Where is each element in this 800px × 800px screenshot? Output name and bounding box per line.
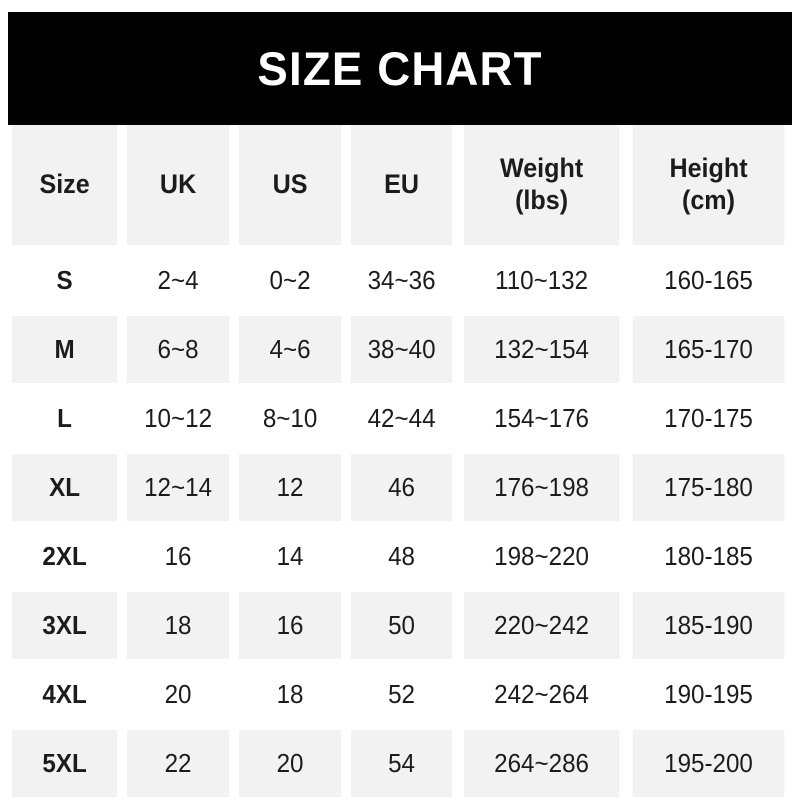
cell-eu: 46	[350, 454, 455, 523]
column-header-height: Height (cm)	[632, 125, 785, 247]
cell-eu: 48	[350, 523, 455, 592]
cell-us: 14	[238, 523, 344, 592]
cell-height: 190-195	[632, 661, 785, 730]
size-chart-table: Size UK US EU Weight (lbs) Height (cm)	[8, 125, 790, 797]
cell-uk: 12~14	[126, 454, 232, 523]
cell-uk: 2~4	[126, 247, 232, 316]
title-bar: SIZE CHART	[8, 12, 792, 125]
cell-us: 4~6	[238, 316, 344, 385]
cell-eu: 34~36	[350, 247, 455, 316]
cell-size: 5XL	[12, 730, 119, 797]
column-header-size: Size	[12, 125, 119, 247]
column-header-weight-unit: (lbs)	[515, 185, 569, 215]
page-title: SIZE CHART	[257, 42, 543, 95]
cell-weight: 110~132	[463, 247, 622, 316]
table-row: 4XL 20 18 52 242~264 190-195	[8, 661, 790, 730]
cell-weight: 154~176	[463, 385, 622, 454]
cell-us: 0~2	[238, 247, 344, 316]
cell-uk: 18	[126, 592, 232, 661]
cell-uk: 20	[126, 661, 232, 730]
cell-weight: 176~198	[463, 454, 622, 523]
column-header-height-unit: (cm)	[681, 185, 736, 215]
cell-height: 170-175	[632, 385, 785, 454]
cell-height: 180-185	[632, 523, 785, 592]
column-header-size-label: Size	[39, 169, 90, 200]
cell-eu: 52	[350, 661, 455, 730]
cell-height: 195-200	[632, 730, 785, 797]
cell-uk: 16	[126, 523, 232, 592]
column-header-weight-label: Weight	[499, 153, 584, 184]
cell-size: 4XL	[12, 661, 119, 730]
cell-size: S	[12, 247, 119, 316]
table-row: S 2~4 0~2 34~36 110~132 160-165	[8, 247, 790, 316]
column-header-us: US	[238, 125, 344, 247]
column-header-eu-label: EU	[384, 169, 420, 200]
column-header-weight: Weight (lbs)	[463, 125, 622, 247]
cell-eu: 42~44	[350, 385, 455, 454]
cell-weight: 198~220	[463, 523, 622, 592]
table-row: M 6~8 4~6 38~40 132~154 165-170	[8, 316, 790, 385]
cell-size: L	[12, 385, 119, 454]
cell-uk: 22	[126, 730, 232, 797]
cell-weight: 220~242	[463, 592, 622, 661]
cell-us: 8~10	[238, 385, 344, 454]
cell-height: 185-190	[632, 592, 785, 661]
cell-us: 18	[238, 661, 344, 730]
cell-size: M	[12, 316, 119, 385]
cell-weight: 264~286	[463, 730, 622, 797]
table-header-row: Size UK US EU Weight (lbs) Height (cm)	[8, 125, 790, 247]
cell-uk: 6~8	[126, 316, 232, 385]
cell-size: 2XL	[12, 523, 119, 592]
column-header-eu: EU	[350, 125, 455, 247]
cell-weight: 132~154	[463, 316, 622, 385]
cell-eu: 38~40	[350, 316, 455, 385]
column-header-uk-label: UK	[159, 169, 197, 200]
cell-eu: 54	[350, 730, 455, 797]
cell-us: 16	[238, 592, 344, 661]
table-row: 2XL 16 14 48 198~220 180-185	[8, 523, 790, 592]
table-header: Size UK US EU Weight (lbs) Height (cm)	[8, 125, 790, 247]
table-row: 5XL 22 20 54 264~286 195-200	[8, 730, 790, 797]
table-body: S 2~4 0~2 34~36 110~132 160-165 M 6~8 4~…	[8, 247, 790, 797]
cell-height: 175-180	[632, 454, 785, 523]
cell-size: 3XL	[12, 592, 119, 661]
cell-size: XL	[12, 454, 119, 523]
column-header-height-label: Height	[669, 153, 748, 184]
column-header-us-label: US	[272, 169, 308, 200]
cell-height: 165-170	[632, 316, 785, 385]
cell-weight: 242~264	[463, 661, 622, 730]
table-row: XL 12~14 12 46 176~198 175-180	[8, 454, 790, 523]
table-row: L 10~12 8~10 42~44 154~176 170-175	[8, 385, 790, 454]
cell-uk: 10~12	[126, 385, 232, 454]
cell-us: 12	[238, 454, 344, 523]
cell-us: 20	[238, 730, 344, 797]
cell-height: 160-165	[632, 247, 785, 316]
column-header-uk: UK	[126, 125, 232, 247]
cell-eu: 50	[350, 592, 455, 661]
table-row: 3XL 18 16 50 220~242 185-190	[8, 592, 790, 661]
